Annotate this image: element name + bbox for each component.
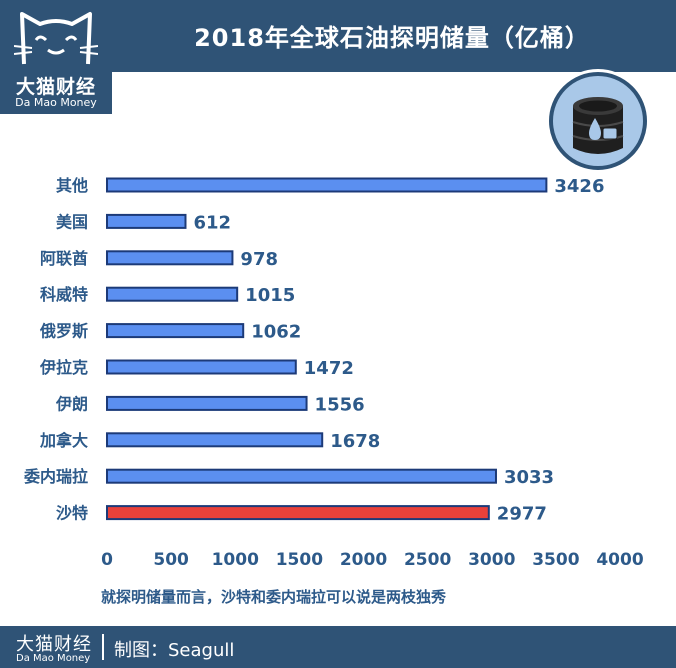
header-bar: 2018年全球石油探明储量（亿桶） <box>0 0 676 72</box>
footer-logo-en: Da Mao Money <box>16 653 91 664</box>
bar-9 <box>106 505 490 521</box>
bar-3 <box>106 286 239 302</box>
bar-5 <box>106 359 297 375</box>
bar-2 <box>106 250 234 266</box>
category-label-6: 伊朗 <box>55 394 88 413</box>
value-label-9: 2977 <box>497 504 547 525</box>
footer-credit: 制图：Seagull <box>114 640 235 661</box>
category-label-0: 其他 <box>56 176 88 195</box>
bar-chart: 其他 3426 美国 612 阿联酋 978 科威特 1015 俄罗斯 1062 伊拉克 1472 伊朗… <box>23 176 644 570</box>
footer-logo-cn: 大猫财经 <box>16 634 92 655</box>
category-label-3: 科威特 <box>40 285 88 304</box>
oil-badge <box>543 66 653 176</box>
chart-note: 就探明储量而言，沙特和委内瑞拉可以说是两枝独秀 <box>101 588 447 606</box>
bar-0 <box>106 177 548 193</box>
x-tick-label-2: 1000 <box>212 550 259 570</box>
value-label-1: 612 <box>193 212 231 233</box>
value-label-3: 1015 <box>245 285 295 306</box>
bar-4 <box>106 323 245 339</box>
value-label-5: 1472 <box>304 358 354 379</box>
category-label-7: 加拿大 <box>39 431 88 450</box>
value-label-0: 3426 <box>554 176 604 197</box>
category-label-9: 沙特 <box>56 504 88 523</box>
cat-logo-icon <box>14 12 98 65</box>
bar-7 <box>106 432 324 448</box>
x-tick-label-4: 2000 <box>340 550 387 570</box>
x-tick-label-3: 1500 <box>276 550 323 570</box>
value-label-7: 1678 <box>330 431 380 452</box>
value-label-6: 1556 <box>315 394 365 415</box>
category-label-8: 委内瑞拉 <box>23 467 88 486</box>
value-label-2: 978 <box>240 249 278 270</box>
logo-text-en: Da Mao Money <box>15 96 97 109</box>
category-label-1: 美国 <box>56 212 88 231</box>
oil-barrel-icon <box>546 69 650 173</box>
chart-title: 2018年全球石油探明储量（亿桶） <box>194 24 590 52</box>
bar-6 <box>106 395 308 411</box>
value-label-8: 3033 <box>504 467 554 488</box>
x-tick-label-5: 2500 <box>404 550 451 570</box>
category-label-4: 俄罗斯 <box>39 322 88 341</box>
x-tick-label-8: 4000 <box>596 550 643 570</box>
bar-1 <box>106 213 187 229</box>
footer-bar: 大猫财经 Da Mao Money 制图：Seagull <box>0 626 676 668</box>
x-tick-label-6: 3000 <box>468 550 515 570</box>
category-label-5: 伊拉克 <box>39 358 88 377</box>
x-tick-label-1: 500 <box>153 550 189 570</box>
x-tick-label-0: 0 <box>101 550 113 570</box>
logo-text-cn: 大猫财经 <box>15 76 96 98</box>
x-tick-label-7: 3500 <box>532 550 579 570</box>
logo: 大猫财经 Da Mao Money <box>0 0 112 114</box>
category-label-2: 阿联酋 <box>40 249 88 268</box>
footer-divider <box>102 634 104 660</box>
bar-8 <box>106 468 497 484</box>
value-label-4: 1062 <box>251 322 301 343</box>
